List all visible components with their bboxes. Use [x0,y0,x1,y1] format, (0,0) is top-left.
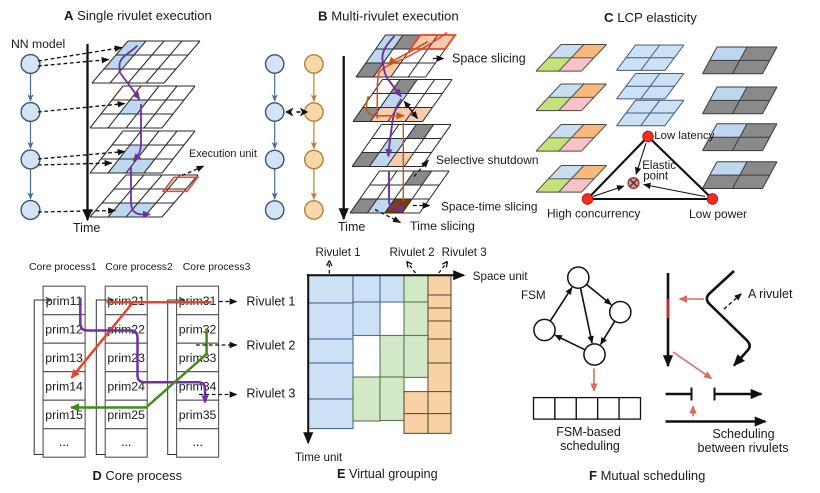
svg-text:B Multi-rivulet execution: B Multi-rivulet execution [318,8,459,23]
svg-text:prim35: prim35 [179,408,217,422]
svg-text:Rivulet 3: Rivulet 3 [442,246,487,259]
svg-text:Execution unit: Execution unit [189,148,257,160]
svg-text:prim15: prim15 [45,408,83,422]
svg-text:A rivulet: A rivulet [748,287,793,301]
svg-text:prim24: prim24 [107,379,145,393]
svg-text:Core process3: Core process3 [183,262,251,273]
svg-text:FSM-based: FSM-based [556,425,621,439]
svg-text:A Single rivulet execution: A Single rivulet execution [64,8,212,23]
svg-text:Time slicing: Time slicing [410,219,475,233]
svg-text:Core process1: Core process1 [29,262,97,273]
svg-text:Elastic: Elastic [642,160,676,172]
svg-text:...: ... [59,435,70,449]
svg-text:Core process2: Core process2 [105,262,173,273]
svg-text:Rivulet 1: Rivulet 1 [246,295,295,309]
svg-text:prim14: prim14 [45,379,83,393]
svg-text:prim25: prim25 [107,408,145,422]
svg-text:prim11: prim11 [46,294,83,308]
svg-text:prim23: prim23 [107,351,145,365]
svg-text:Scheduling: Scheduling [712,427,774,441]
svg-text:Rivulet 2: Rivulet 2 [390,246,435,259]
svg-text:Low power: Low power [689,207,747,221]
svg-text:FSM: FSM [521,289,546,302]
svg-text:Rivulet 3: Rivulet 3 [246,387,295,401]
svg-text:prim31: prim31 [179,294,217,308]
svg-text:between rivulets: between rivulets [697,441,788,455]
svg-text:Time unit: Time unit [295,451,343,464]
svg-text:...: ... [121,435,132,449]
svg-text:Rivulet 2: Rivulet 2 [246,338,295,352]
svg-text:Low latency: Low latency [654,130,714,142]
svg-text:C LCP elasticity: C LCP elasticity [604,10,697,25]
svg-text:point: point [643,171,669,183]
svg-text:prim13: prim13 [45,351,83,365]
svg-text:prim21: prim21 [107,294,145,308]
svg-text:Space-time slicing: Space-time slicing [441,200,537,214]
svg-text:Rivulet 1: Rivulet 1 [316,246,361,259]
svg-text:F Mutual scheduling: F Mutual scheduling [589,468,705,483]
svg-text:Time: Time [338,220,365,234]
svg-text:Time: Time [73,221,100,235]
svg-text:prim32: prim32 [179,322,217,336]
svg-text:High concurrency: High concurrency [547,207,640,221]
svg-text:D Core process: D Core process [93,468,183,483]
svg-text:Space slicing: Space slicing [452,52,526,66]
svg-text:NN model: NN model [11,37,65,51]
svg-text:...: ... [192,435,203,449]
svg-text:Selective shutdown: Selective shutdown [436,153,538,167]
svg-text:scheduling: scheduling [560,439,620,453]
svg-text:E Virtual grouping: E Virtual grouping [337,467,438,481]
svg-text:prim12: prim12 [45,322,83,336]
svg-text:Space unit: Space unit [473,270,529,283]
